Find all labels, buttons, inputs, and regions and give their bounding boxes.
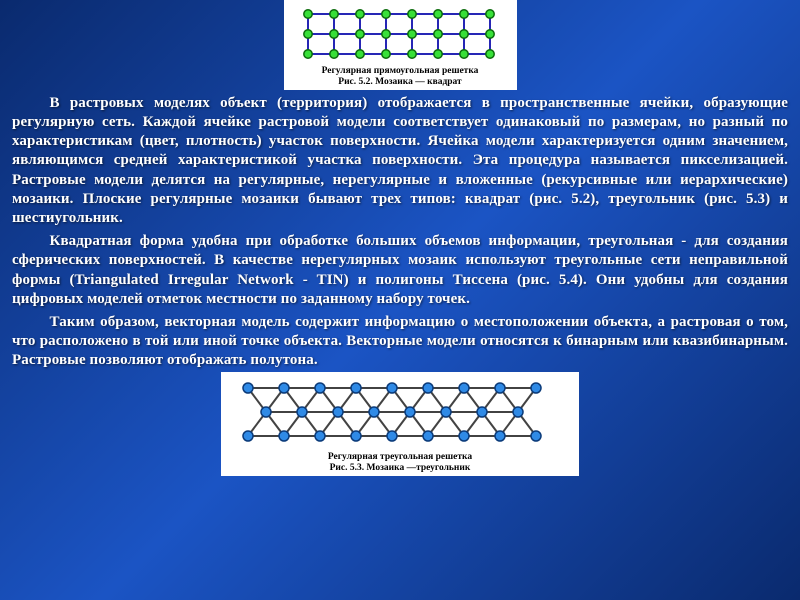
slide: Регулярная прямоугольная решетка Рис. 5.… bbox=[0, 0, 800, 600]
rect-lattice-diagram bbox=[293, 4, 508, 64]
figure-top-caption-line1: Регулярная прямоугольная решетка bbox=[288, 66, 513, 77]
figure-top: Регулярная прямоугольная решетка Рис. 5.… bbox=[284, 0, 517, 90]
figure-bottom-caption-line1: Регулярная треугольная решетка bbox=[225, 452, 575, 463]
figure-top-caption-line2: Рис. 5.2. Мозаика — квадрат bbox=[288, 77, 513, 88]
paragraph-3: Таким образом, векторная модель содержит… bbox=[12, 313, 788, 371]
figure-bottom-caption: Регулярная треугольная решетка Рис. 5.3.… bbox=[225, 452, 575, 474]
paragraph-2: Квадратная форма удобна при обработке бо… bbox=[12, 232, 788, 309]
figure-bottom-wrap: Регулярная треугольная решетка Рис. 5.3.… bbox=[12, 370, 788, 476]
tri-lattice-diagram bbox=[230, 376, 570, 450]
paragraph-1: В растровых моделях объект (территория) … bbox=[12, 94, 788, 228]
figure-bottom-caption-line2: Рис. 5.3. Мозаика —треугольник bbox=[225, 463, 575, 474]
figure-bottom: Регулярная треугольная решетка Рис. 5.3.… bbox=[221, 372, 579, 476]
figure-top-caption: Регулярная прямоугольная решетка Рис. 5.… bbox=[288, 66, 513, 88]
figure-top-wrap: Регулярная прямоугольная решетка Рис. 5.… bbox=[12, 0, 788, 90]
